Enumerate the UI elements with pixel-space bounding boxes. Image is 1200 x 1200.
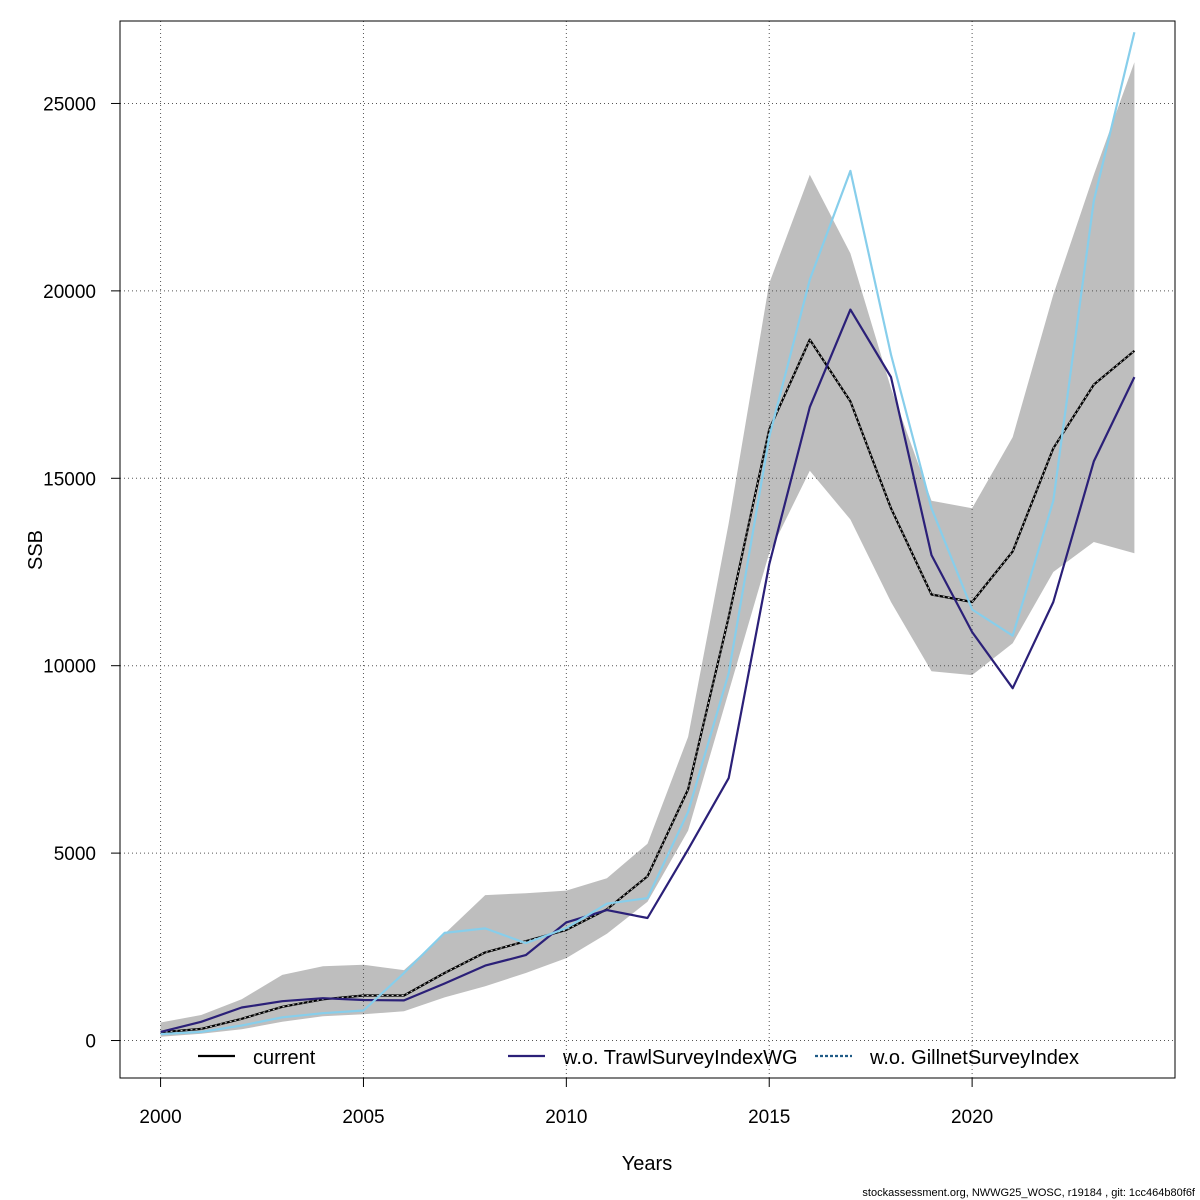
grid-layer	[120, 21, 1175, 1078]
y-tick-label: 5000	[54, 844, 96, 865]
legend-label-w-o-gillnetsurveyindex: w.o. GillnetSurveyIndex	[869, 1047, 1079, 1069]
legend: current w.o. TrawlSurveyIndexWG w.o. Gilln…	[198, 1047, 1079, 1069]
y-tick-label: 0	[85, 1032, 96, 1053]
x-axis-title: Years	[622, 1153, 672, 1175]
x-tick-label: 2015	[748, 1107, 790, 1128]
plot-frame	[119, 20, 1176, 1079]
y-axis-title: SSB	[25, 530, 47, 570]
x-tick-label: 2005	[342, 1107, 384, 1128]
x-tick-label: 2000	[139, 1107, 181, 1128]
x-tick-label: 2010	[545, 1107, 587, 1128]
legend-label-w-o-trawlsurveyindexwg: w.o. TrawlSurveyIndexWG	[562, 1047, 798, 1069]
y-tick-label: 10000	[43, 657, 96, 678]
legend-label-current: current	[253, 1047, 316, 1069]
series-line-w-o-trawlsurveyindexwg	[160, 308, 1136, 1033]
series-layer	[160, 31, 1136, 1036]
x-tick-label: 2020	[951, 1107, 993, 1128]
series-line-w-o-gillnetsurveyindex	[160, 31, 1136, 1036]
confidence-band	[160, 62, 1135, 1037]
footer-credit: stockassessment.org, NWWG25_WOSC, r19184…	[862, 1187, 1196, 1199]
confidence-band-layer	[160, 62, 1135, 1037]
y-tick-label: 25000	[43, 94, 96, 115]
y-tick-label: 15000	[43, 469, 96, 490]
x-axis: 2000 2005 2010 2015 2020	[139, 1078, 993, 1128]
y-tick-label: 20000	[43, 282, 96, 303]
y-axis: 0 5000 10000 15000 20000 25000	[43, 94, 120, 1053]
